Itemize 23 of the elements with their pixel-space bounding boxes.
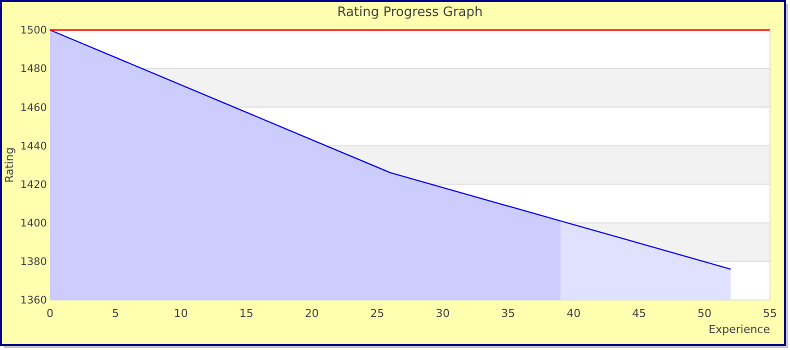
- y-tick-label: 1400: [20, 218, 47, 230]
- y-tick-label: 1460: [20, 102, 47, 114]
- x-tick-label: 55: [763, 307, 777, 320]
- x-tick-label: 20: [304, 307, 319, 320]
- x-axis-title: Experience: [708, 323, 770, 336]
- chart-title: Rating Progress Graph: [337, 5, 483, 20]
- x-tick-label: 25: [370, 307, 384, 320]
- x-tick-label: 15: [239, 307, 254, 320]
- x-tick-label: 40: [566, 307, 581, 320]
- x-tick-label: 30: [436, 307, 450, 320]
- y-tick-label: 1500: [20, 24, 47, 37]
- y-tick-label: 1420: [20, 178, 47, 191]
- x-tick-label: 50: [698, 307, 712, 320]
- y-tick-label: 1380: [20, 256, 47, 268]
- y-tick-label: 1440: [20, 140, 47, 152]
- x-tick-label: 10: [174, 307, 188, 320]
- x-tick-label: 5: [112, 307, 119, 320]
- x-tick-label: 45: [632, 307, 646, 320]
- x-tick-label: 0: [46, 307, 54, 320]
- y-axis-title: Rating: [3, 147, 16, 183]
- y-tick-label: 1480: [20, 63, 47, 76]
- y-tick-label: 1360: [20, 294, 47, 307]
- x-tick-label: 35: [501, 307, 516, 320]
